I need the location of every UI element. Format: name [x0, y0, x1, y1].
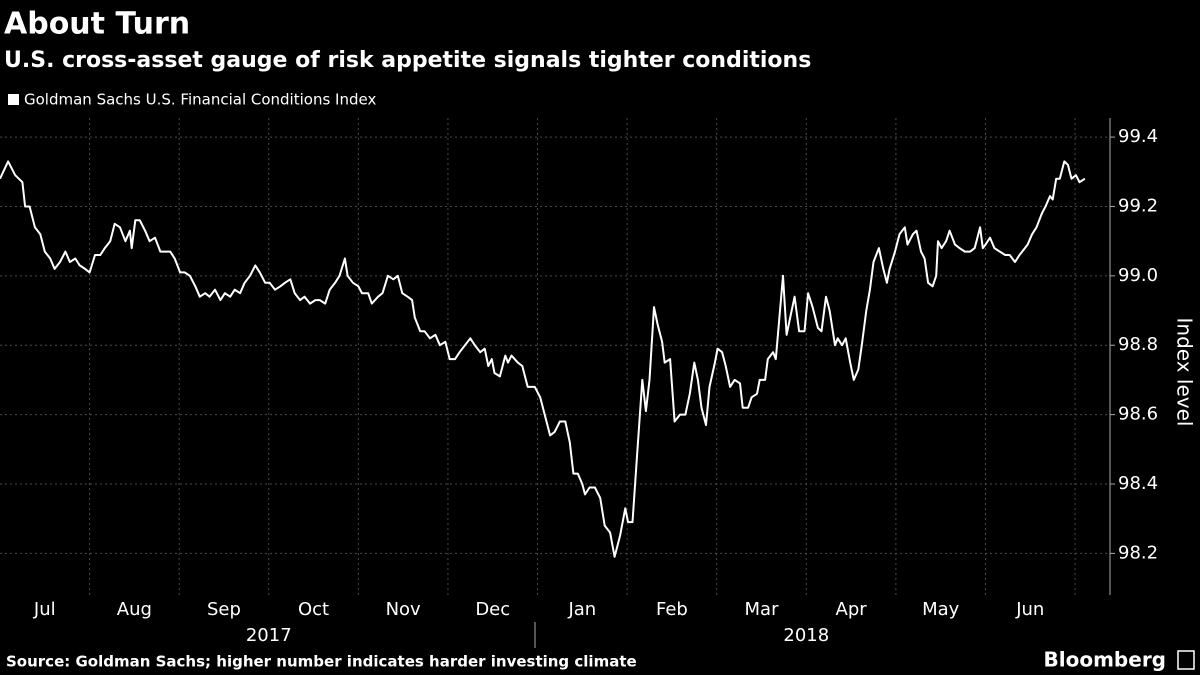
- y-tick-label: 99.2: [1118, 195, 1158, 216]
- x-tick-label: May: [922, 599, 960, 620]
- x-tick-label: Jul: [33, 599, 56, 620]
- x-group-label: 2018: [783, 625, 829, 646]
- chart-title: About Turn: [4, 7, 190, 42]
- x-tick-label: Nov: [386, 599, 421, 620]
- legend-swatch: [8, 94, 19, 105]
- y-tick-label: 99.0: [1118, 265, 1158, 286]
- legend-label: Goldman Sachs U.S. Financial Conditions …: [24, 91, 376, 109]
- x-tick-label: Sep: [207, 599, 241, 620]
- y-axis-label: Index level: [1173, 318, 1197, 427]
- x-tick-label: Jun: [1015, 599, 1044, 620]
- brand: Bloomberg: [1044, 648, 1166, 672]
- x-tick-label: Apr: [836, 599, 868, 620]
- x-group-label: 2017: [246, 625, 292, 646]
- y-tick-label: 99.4: [1118, 126, 1158, 147]
- brand-icon: [1177, 650, 1195, 670]
- x-tick-label: Aug: [117, 599, 152, 620]
- x-tick-label: Dec: [475, 599, 510, 620]
- source-note: Source: Goldman Sachs; higher number ind…: [6, 653, 637, 671]
- y-tick-label: 98.4: [1118, 473, 1158, 494]
- y-tick-label: 98.2: [1118, 542, 1158, 563]
- x-tick-label: Feb: [656, 599, 688, 620]
- x-tick-label: Oct: [298, 599, 329, 620]
- chart-subtitle: U.S. cross-asset gauge of risk appetite …: [4, 48, 811, 73]
- y-tick-label: 98.6: [1118, 404, 1158, 425]
- series-line: [0, 160, 1086, 558]
- x-tick-label: Jan: [567, 599, 596, 620]
- y-tick-label: 98.8: [1118, 334, 1158, 355]
- x-tick-label: Mar: [745, 599, 780, 620]
